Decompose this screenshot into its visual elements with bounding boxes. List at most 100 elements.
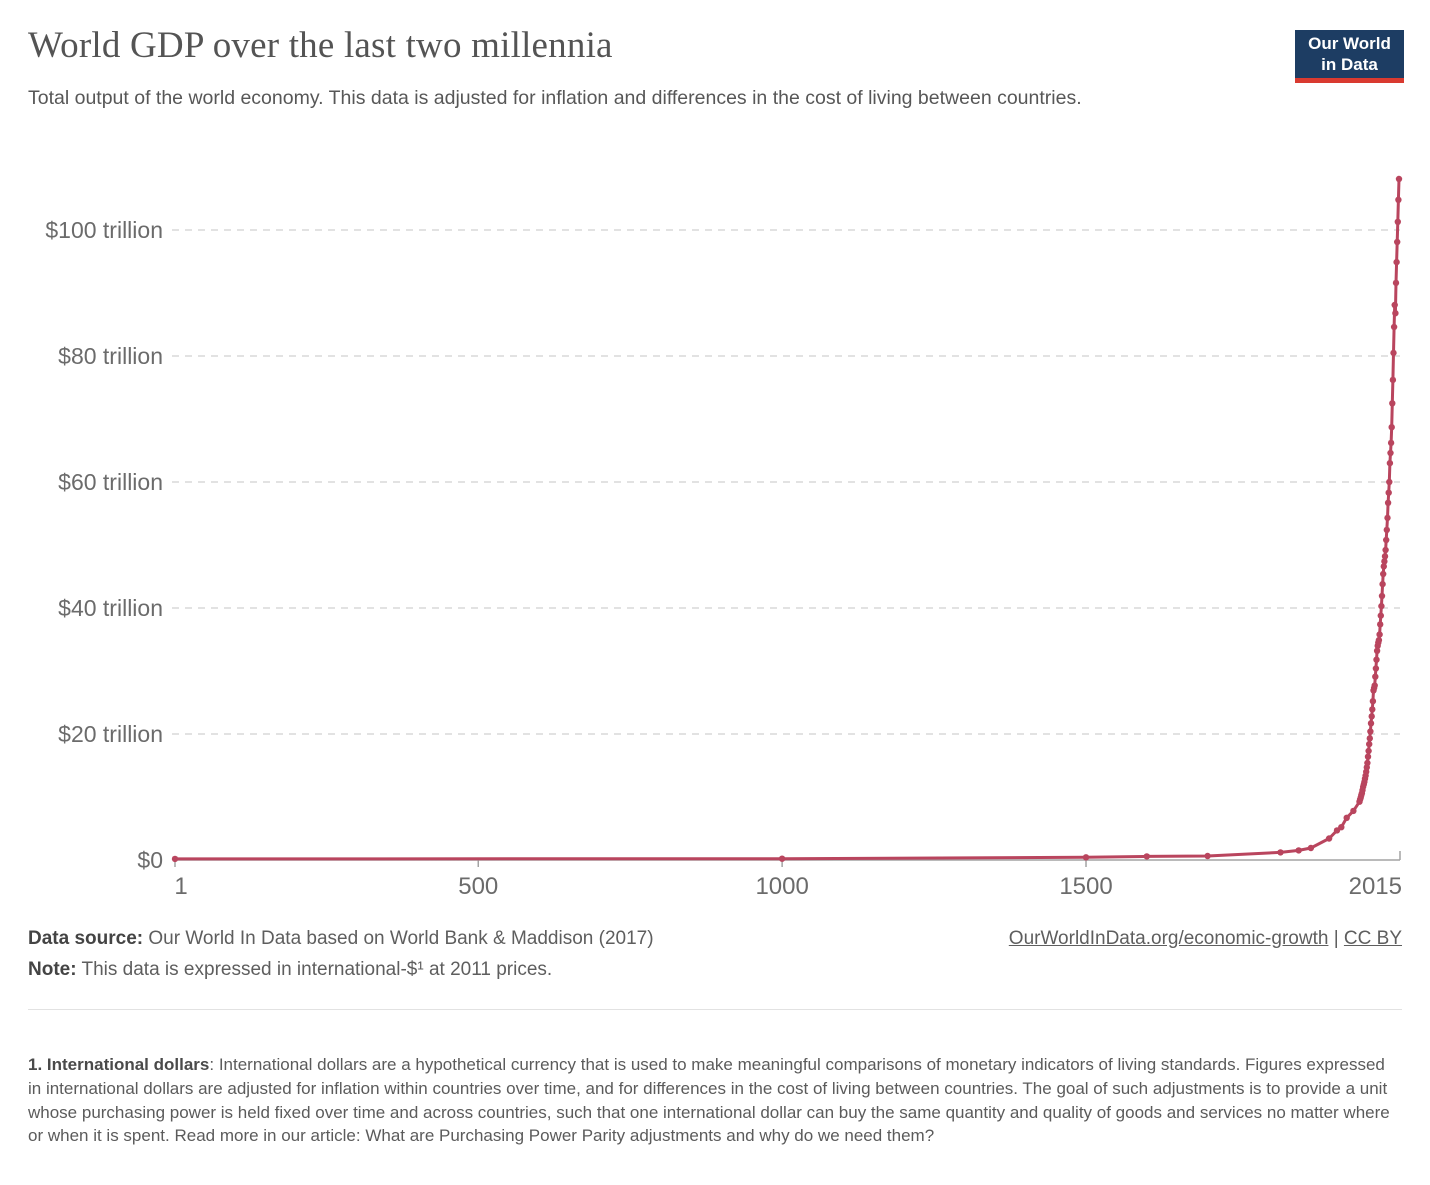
- svg-text:$100 trillion: $100 trillion: [45, 217, 163, 243]
- gdp-data-point: [1381, 553, 1389, 560]
- link-separator: |: [1328, 928, 1344, 949]
- gdp-data-point: [1375, 636, 1383, 644]
- gdp-data-point: [1307, 844, 1315, 852]
- svg-text:$40 trillion: $40 trillion: [58, 595, 163, 621]
- svg-text:$0: $0: [137, 847, 163, 873]
- gdp-line-series[interactable]: [171, 175, 1403, 863]
- gdp-data-point: [1364, 753, 1372, 760]
- note-label: Note:: [28, 959, 77, 980]
- gdp-data-point: [1295, 847, 1302, 854]
- gdp-data-point: [1366, 735, 1374, 742]
- gdp-line: [173, 177, 1401, 861]
- gdp-data-point: [171, 855, 179, 863]
- data-source-line: Data source: Our World In Data based on …: [28, 928, 654, 950]
- gdp-data-point: [1395, 196, 1402, 203]
- gdp-data-point: [1365, 747, 1372, 755]
- gdp-data-point: [1204, 852, 1211, 860]
- footnote-text: : International dollars are a hypothetic…: [28, 1055, 1390, 1146]
- gdp-data-point: [1382, 546, 1389, 554]
- gdp-data-point: [1377, 621, 1384, 628]
- page-title: World GDP over the last two millennia: [28, 25, 613, 66]
- gdp-data-point: [1373, 656, 1380, 663]
- svg-text:500: 500: [458, 873, 498, 900]
- gdp-data-point: [1389, 376, 1397, 384]
- gdp-data-point: [1376, 631, 1383, 638]
- gdp-data-point: [1391, 301, 1398, 309]
- gdp-data-point: [1383, 536, 1390, 544]
- gdp-data-point: [1378, 592, 1386, 600]
- gdp-data-point: [1388, 424, 1395, 431]
- gdp-data-point: [1369, 698, 1377, 705]
- gdp-data-point: [1350, 807, 1357, 815]
- gdp-data-point: [1386, 478, 1393, 486]
- svg-text:$20 trillion: $20 trillion: [58, 721, 163, 747]
- svg-text:1500: 1500: [1059, 873, 1112, 900]
- owid-logo-line1: Our World: [1308, 34, 1391, 53]
- svg-text:$80 trillion: $80 trillion: [58, 343, 163, 369]
- gdp-data-point: [1387, 439, 1395, 447]
- gdp-data-point: [1364, 759, 1371, 767]
- footnote-term: 1. International dollars: [28, 1055, 210, 1074]
- gdp-data-point: [1392, 279, 1400, 287]
- data-source-label: Data source:: [28, 928, 144, 949]
- gdp-data-point: [1367, 728, 1374, 735]
- note-line: Note: This data is expressed in internat…: [28, 959, 1402, 981]
- gdp-data-point: [1384, 514, 1391, 522]
- owid-economic-growth-link[interactable]: OurWorldInData.org/economic-growth: [1008, 928, 1329, 949]
- gdp-data-point: [1082, 854, 1090, 861]
- owid-logo-line2: in Data: [1321, 55, 1378, 74]
- y-axis-labels: $0 $20 trillion $40 trillion $60 trillion $8…: [45, 217, 163, 873]
- gdp-data-point: [1369, 706, 1376, 713]
- gdp-data-point: [1372, 673, 1379, 680]
- gdp-data-point: [778, 855, 786, 862]
- gdp-data-point: [1387, 449, 1394, 457]
- gdp-data-point: [1386, 459, 1394, 467]
- gdp-data-point: [1381, 558, 1388, 565]
- gdp-data-point: [1380, 563, 1388, 570]
- gdp-data-point: [1368, 713, 1375, 720]
- x-axis-labels: 1 500 1000 1500 2015: [174, 873, 1402, 900]
- gdp-data-point: [1372, 665, 1380, 672]
- gdp-data-point: [1390, 323, 1398, 331]
- gdp-data-point: [1277, 849, 1284, 856]
- gdp-data-point: [1379, 580, 1386, 588]
- gdp-data-point: [1143, 853, 1151, 860]
- footnote-divider: [28, 1009, 1402, 1010]
- svg-text:$60 trillion: $60 trillion: [58, 469, 163, 495]
- owid-logo[interactable]: Our World in Data: [1295, 30, 1404, 83]
- gdp-chart-svg[interactable]: $0 $20 trillion $40 trillion $60 trillion $8…: [0, 165, 1430, 905]
- gdp-data-point: [1389, 400, 1396, 407]
- gdp-data-point: [1373, 647, 1381, 654]
- note-text: This data is expressed in international-…: [76, 959, 553, 980]
- gdp-data-point: [1394, 218, 1402, 225]
- gdp-data-point: [1378, 602, 1385, 610]
- gdp-chart[interactable]: $0 $20 trillion $40 trillion $60 trillion $8…: [0, 165, 1430, 905]
- footnote: 1. International dollars: International …: [28, 1053, 1400, 1148]
- chart-subtitle: Total output of the world economy. This …: [28, 87, 1082, 109]
- cc-by-link[interactable]: CC BY: [1343, 928, 1402, 949]
- chart-footer: Data source: Our World In Data based on …: [28, 928, 1402, 981]
- gridlines: [172, 229, 1400, 735]
- gdp-data-point: [1395, 175, 1403, 183]
- gdp-data-point: [1392, 310, 1399, 317]
- svg-text:2015: 2015: [1349, 873, 1402, 900]
- svg-text:1: 1: [174, 873, 187, 900]
- footer-links: OurWorldInData.org/economic-growth | CC …: [1009, 928, 1402, 950]
- gdp-data-point: [1367, 720, 1375, 727]
- svg-text:1000: 1000: [755, 873, 808, 900]
- gdp-data-point: [1393, 258, 1400, 266]
- gdp-data-point: [1325, 835, 1333, 842]
- data-source-text: Our World In Data based on World Bank & …: [143, 928, 654, 949]
- gdp-data-point: [1380, 570, 1387, 578]
- gdp-data-point: [1343, 814, 1350, 821]
- gdp-data-point: [1371, 682, 1378, 689]
- gdp-data-point: [1377, 612, 1385, 619]
- gdp-data-point: [1383, 526, 1391, 534]
- gdp-data-point: [1366, 740, 1373, 748]
- owid-logo-text: Our World in Data: [1308, 33, 1391, 75]
- gdp-data-point: [1390, 349, 1397, 357]
- gdp-data-point: [1394, 238, 1401, 246]
- gdp-data-point: [1385, 489, 1392, 496]
- gdp-data-point: [1338, 824, 1345, 831]
- gdp-data-point: [1384, 499, 1392, 506]
